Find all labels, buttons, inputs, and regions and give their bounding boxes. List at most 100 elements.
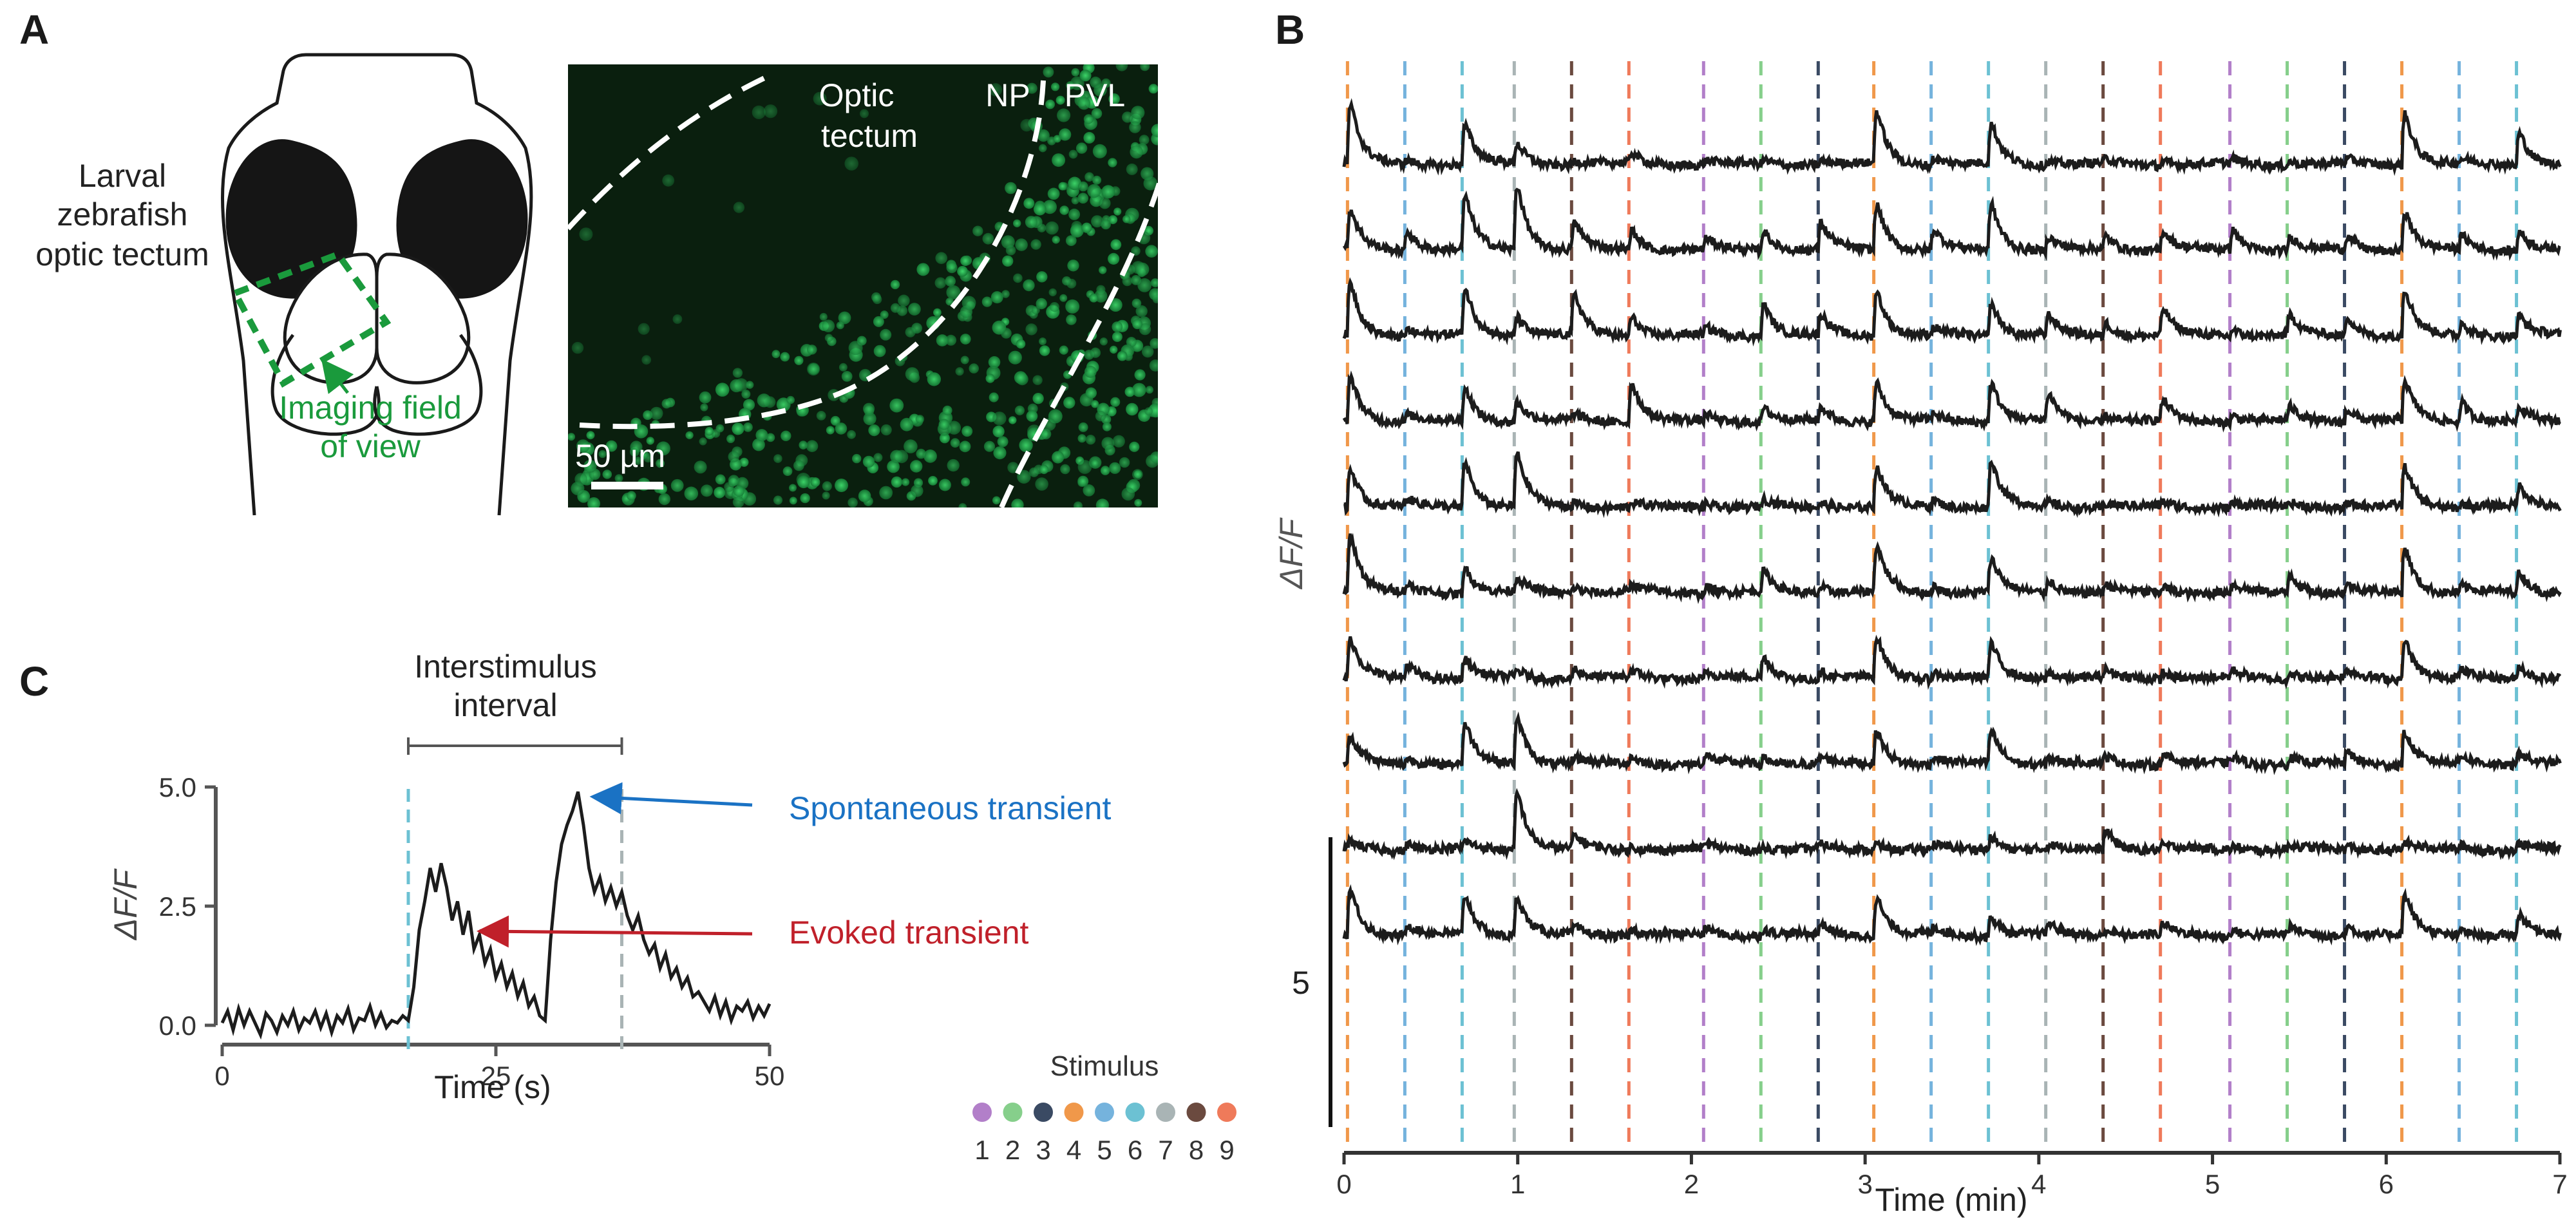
- micrograph-cell: [1026, 82, 1037, 94]
- legend-label: 5: [1097, 1135, 1112, 1165]
- micrograph-cell: [1068, 176, 1082, 191]
- micrograph-cell: [969, 363, 979, 374]
- micrograph-cell: [983, 441, 996, 452]
- micrograph-cell: [1124, 386, 1135, 397]
- micrograph-cell: [945, 276, 956, 287]
- micrograph-cell: [602, 469, 612, 479]
- c-x-axis-label: Time (s): [434, 1069, 551, 1105]
- micrograph-cell: [1066, 314, 1077, 325]
- micrograph-cell: [732, 368, 743, 378]
- micrograph-cell: [782, 466, 793, 477]
- micrograph-cell: [992, 320, 1007, 335]
- micrograph-cell: [1099, 337, 1108, 346]
- micrograph-cell: [947, 421, 961, 435]
- micrograph-cell: [1099, 197, 1111, 209]
- micrograph-cell: [1070, 223, 1084, 238]
- micrograph-cell: [1049, 302, 1059, 312]
- micrograph-cell: [670, 479, 684, 492]
- micrograph-cell: [1023, 279, 1035, 292]
- micrograph-cell: [1079, 70, 1092, 82]
- micrograph-cell: [1117, 350, 1128, 361]
- micrograph-cell: [1032, 306, 1040, 314]
- micrograph-cell: [746, 381, 754, 389]
- micrograph-cell: [959, 441, 971, 453]
- micrograph-cell: [583, 459, 597, 473]
- micrograph-cell: [1033, 202, 1046, 216]
- micrograph-cell: [714, 486, 726, 498]
- micrograph-cell: [1077, 460, 1092, 474]
- micrograph-cell: [1078, 181, 1088, 192]
- micrograph-cell: [614, 474, 623, 483]
- schematic-title-line-2: zebrafish: [57, 196, 188, 232]
- micrograph-cell: [1015, 238, 1028, 251]
- micrograph-cell: [880, 328, 892, 341]
- micrograph-cell: [879, 486, 893, 500]
- micrograph-cell: [1063, 397, 1075, 409]
- micrograph-cell: [911, 323, 922, 334]
- micrograph-cell: [961, 296, 976, 310]
- right-tectum-lobe: [375, 252, 471, 384]
- micrograph-cell: [972, 225, 983, 236]
- micrograph-cell: [873, 316, 884, 327]
- c-ticks: 0 25 50 0.0 2.5 5.0: [159, 772, 785, 1091]
- micrograph-cell: [1043, 66, 1054, 78]
- micrograph-cell: [848, 497, 858, 507]
- b-x-tick-label: 7: [2552, 1169, 2567, 1199]
- micrograph-cell: [1060, 464, 1070, 475]
- micrograph-cell: [1089, 293, 1099, 303]
- legend-label: 1: [974, 1135, 989, 1165]
- micrograph-cell: [960, 356, 969, 365]
- micrograph-cell: [699, 391, 712, 404]
- micrograph-cell: [1083, 131, 1095, 144]
- micrograph-cell: [1108, 298, 1122, 312]
- micrograph-cell: [1045, 99, 1055, 109]
- b-x-tick-label: 1: [1510, 1169, 1525, 1199]
- micrograph-cell: [1052, 153, 1066, 167]
- micrograph-cell: [1059, 128, 1072, 141]
- micrograph-cell: [1137, 278, 1152, 292]
- micrograph-cell: [685, 431, 694, 439]
- panel-b-traces: 0 1 2 3 4 5 6 7 Time (min) ΔF/F 5: [1273, 61, 2568, 1218]
- evoked-arrow: [477, 915, 753, 948]
- micrograph-cell: [838, 363, 848, 372]
- micrograph-cell: [852, 453, 862, 464]
- c-y-tick-label: 2.5: [159, 891, 196, 922]
- c-x-tick-label: 50: [755, 1061, 785, 1091]
- micrograph-cell: [1065, 235, 1077, 246]
- micrograph-cell: [961, 477, 971, 487]
- micrograph-cell: [933, 308, 942, 317]
- micrograph-cell: [1071, 68, 1080, 77]
- micrograph-cell: [989, 392, 999, 403]
- optic-tectum-label-line-2: tectum: [821, 118, 918, 154]
- micrograph-cell: [935, 252, 947, 265]
- micrograph-cell: [733, 202, 745, 213]
- micrograph-cell: [700, 484, 713, 497]
- micrograph-cell: [1085, 435, 1096, 445]
- micrograph-cell: [1108, 252, 1120, 265]
- right-eye-shape: [396, 139, 528, 299]
- micrograph-cell: [816, 411, 826, 421]
- micrograph-cell: [656, 441, 670, 456]
- micrograph-cell: [1009, 416, 1017, 424]
- legend-label: 8: [1189, 1135, 1204, 1165]
- micrograph-cell: [807, 363, 820, 376]
- micrograph-cell: [1139, 323, 1151, 336]
- micrograph-cell: [1059, 205, 1069, 215]
- micrograph-cell: [868, 424, 880, 437]
- micrograph-cell: [873, 453, 883, 462]
- fov-label-line-1: Imaging field: [279, 390, 462, 426]
- micrograph-cell: [960, 256, 971, 266]
- micrograph-cell: [1035, 477, 1048, 491]
- legend-swatch: [1064, 1103, 1084, 1122]
- legend-swatch: [1217, 1103, 1236, 1122]
- micrograph-cell: [638, 323, 650, 335]
- micrograph-cell: [1032, 375, 1043, 385]
- micrograph-cell: [1068, 149, 1078, 159]
- micrograph-cell: [1101, 219, 1111, 230]
- micrograph-cell: [927, 372, 942, 386]
- micrograph-cell: [1145, 386, 1153, 394]
- b-trace-line: [1342, 370, 2561, 433]
- micrograph-cell: [730, 379, 743, 393]
- micrograph-cell: [836, 321, 844, 330]
- micrograph-cell: [1143, 176, 1158, 191]
